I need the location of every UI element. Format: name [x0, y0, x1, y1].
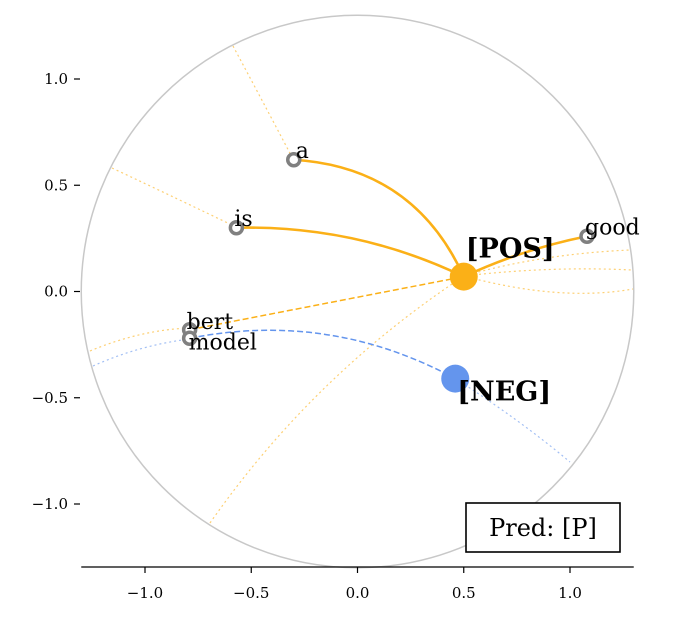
geodesic-guide — [463, 249, 631, 277]
token-label-good: good — [585, 215, 640, 240]
geodesic-guide-layer — [89, 45, 634, 524]
link-model-to-neg — [189, 329, 456, 380]
class-point-neg — [441, 364, 470, 393]
class-point-pos — [449, 262, 478, 291]
y-tick-label: 0.5 — [44, 176, 68, 194]
x-tick-label: 0.0 — [346, 584, 370, 602]
geodesic-guide — [209, 281, 456, 524]
geodesic-guide — [463, 268, 633, 277]
prediction-text: Pred: [P] — [489, 514, 597, 542]
link-layer — [189, 158, 588, 380]
link-good-to-pos — [463, 234, 588, 278]
prediction-box: Pred: [P] — [465, 502, 621, 553]
link-is-to-pos — [236, 226, 465, 278]
y-tick-label: 1.0 — [44, 70, 68, 88]
geodesic-guide — [92, 338, 191, 367]
x-tick-label: 1.0 — [558, 584, 582, 602]
class-label-pos: [POS] — [466, 234, 555, 265]
geodesic-guide — [89, 327, 190, 352]
token-point-a — [286, 152, 302, 168]
y-tick-label: −0.5 — [32, 389, 68, 407]
point-layer — [181, 152, 595, 393]
token-point-is — [228, 220, 245, 236]
token-label-bert: bert — [187, 310, 234, 335]
y-axis-ticks: 1.0 0.5 0.0 −0.5 −1.0 — [32, 70, 80, 513]
y-tick-label: 0.0 — [44, 283, 68, 301]
class-label-neg: [NEG] — [457, 377, 551, 408]
token-point-model — [181, 330, 198, 346]
x-tick-label: −1.0 — [127, 584, 163, 602]
y-tick-label: −1.0 — [32, 495, 68, 513]
token-point-good — [579, 228, 595, 244]
token-label-a: a — [296, 139, 309, 164]
prediction-box-frame — [465, 502, 621, 553]
link-bert-to-pos — [189, 275, 464, 331]
token-label-model: model — [189, 330, 257, 355]
x-tick-label: 0.5 — [452, 584, 476, 602]
geodesic-guide — [455, 378, 571, 463]
geodesic-guide — [463, 275, 634, 294]
x-axis-ticks: −1.0 −0.5 0.0 0.5 1.0 — [127, 567, 582, 602]
x-tick-label: −0.5 — [233, 584, 269, 602]
token-label-is: is — [234, 207, 252, 232]
link-a-to-pos — [293, 158, 465, 278]
geodesic-guide — [111, 167, 237, 228]
